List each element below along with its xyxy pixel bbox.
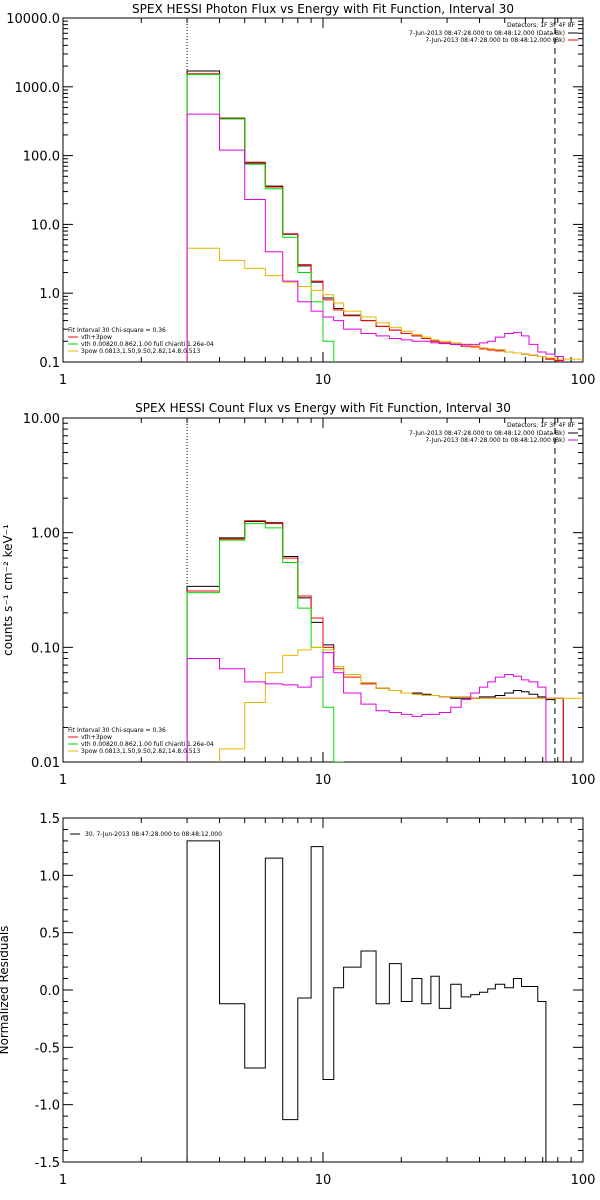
chart-panel-2: 1 10 100 -1.5 -1.0 -0.5 0.0 0.5 1.0 1.5 Normalized… — [0, 812, 596, 1188]
chart0-fit-legend-entry: vth 0.00820,0.862,1.00 full chianti 1.26… — [81, 341, 214, 348]
chart1-x-tick-label: 100 — [571, 773, 596, 788]
chart0-series-3 — [186, 247, 583, 362]
chart2-x-tick-label: 1 — [59, 1173, 67, 1188]
chart1-series-0 — [186, 521, 564, 762]
chart1-y-tick-label: 0.10 — [31, 641, 60, 656]
chart0-plot-area — [186, 70, 583, 362]
chart2-x-tick-label: 100 — [571, 1173, 596, 1188]
chart2-series-0 — [186, 840, 547, 1162]
chart1-series-2 — [186, 523, 345, 762]
chart0-y-tick-label: 10.0 — [31, 218, 60, 233]
chart1-legend-entry: 7-Jun-2013 08:47:28.000 to 08:48:12.000 … — [425, 437, 565, 444]
chart2-y-tick-label: 0.5 — [39, 927, 60, 942]
chart1-legend-entry: 7-Jun-2013 08:47:28.000 to 08:48:12.000 … — [409, 430, 565, 437]
chart0-x-tick-label: 100 — [571, 373, 596, 388]
chart1-x-tick-label: 10 — [315, 773, 332, 788]
chart1-fit-legend-header: Fit Interval 30 Chi-square = 0.36 — [68, 727, 166, 734]
chart0-legend-header: Detectors: 1F 3F 4F 8F — [507, 22, 576, 29]
chart2-y-tick-label: 0.0 — [39, 984, 60, 999]
chart0-y-tick-label: 0.1 — [39, 356, 60, 371]
chart0-y-tick-label: 1000.0 — [15, 81, 61, 96]
chart2-legend-entry: 30. 7-Jun-2013 08:47:28.000 to 08:48:12.… — [85, 831, 222, 838]
chart1-series-1 — [186, 520, 564, 762]
chart0-title: SPEX HESSI Photon Flux vs Energy with Fi… — [132, 2, 514, 16]
chart0-x-tick-label: 10 — [315, 373, 332, 388]
chart0-series-2 — [186, 74, 335, 362]
chart1-legend-header: Detectors: 1F 3F 4F 8F — [507, 422, 576, 429]
chart2-y-tick-label: -1.0 — [35, 1099, 60, 1114]
chart2-y-axis-label: Normalized Residuals — [0, 926, 11, 1055]
chart2-y-tick-label: -1.5 — [35, 1156, 60, 1171]
chart0-y-tick-label: 1.0 — [39, 287, 60, 302]
chart1-fit-legend-entry: vth+3pow — [81, 734, 112, 741]
chart1-series-4 — [186, 652, 547, 762]
chart0-y-tick-label: 10000.0 — [6, 12, 60, 27]
chart1-title: SPEX HESSI Count Flux vs Energy with Fit… — [135, 401, 511, 415]
chart1-x-tick-label: 1 — [59, 773, 67, 788]
chart-panel-1: SPEX HESSI Count Flux vs Energy with Fit… — [1, 401, 596, 788]
chart1-series-3 — [219, 646, 583, 762]
chart0-legend-entry: 7-Jun-2013 08:47:28.000 to 08:48:12.000 … — [425, 37, 565, 44]
chart-panel-0: SPEX HESSI Photon Flux vs Energy with Fi… — [6, 2, 596, 388]
chart2-y-tick-label: 1.0 — [39, 869, 60, 884]
chart1-fit-legend-entry: 3pow 0.0813,1.50,9.50,2.82,14.8,0.513 — [81, 748, 200, 755]
chart2-y-tick-label: -0.5 — [35, 1041, 60, 1056]
chart0-fit-legend-entry: 3pow 0.0813,1.50,9.50,2.82,14.8,0.513 — [81, 348, 200, 355]
chart0-x-tick-label: 1 — [59, 373, 67, 388]
chart0-fit-legend-entry: vth+3pow — [81, 334, 112, 341]
chart0-y-tick-label: 100.0 — [23, 150, 60, 165]
chart0-fit-legend-header: Fit Interval 30 Chi-square = 0.36 — [68, 327, 166, 334]
chart1-y-axis-label: counts s⁻¹ cm⁻² keV⁻¹ — [1, 524, 15, 656]
chart1-y-tick-label: 0.01 — [31, 756, 60, 771]
chart0-series-0 — [186, 70, 564, 362]
chart0-series-4 — [186, 113, 564, 362]
chart1-axes-frame — [62, 417, 584, 763]
chart1-y-tick-label: 10.00 — [23, 412, 60, 427]
chart1-fit-legend-entry: vth 0.00820,0.862,1.00 full chianti 1.26… — [81, 741, 214, 748]
chart2-y-tick-label: 1.5 — [39, 812, 60, 827]
chart0-series-1 — [186, 73, 564, 362]
chart2-plot-area — [186, 840, 547, 1162]
chart2-x-tick-label: 10 — [315, 1173, 332, 1188]
chart0-legend-entry: 7-Jun-2013 08:47:28.000 to 08:48:12.000 … — [409, 30, 565, 37]
chart1-y-tick-label: 1.00 — [31, 527, 60, 542]
chart1-plot-area — [186, 520, 583, 762]
